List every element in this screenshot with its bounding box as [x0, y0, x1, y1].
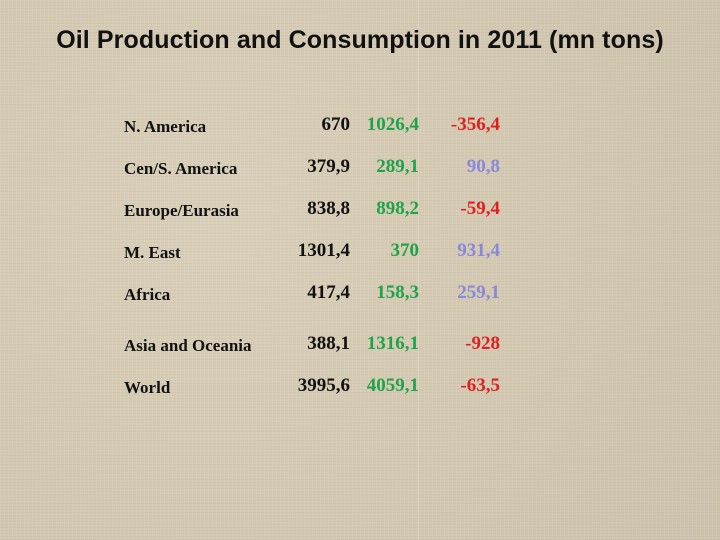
balance-value: 259,1 [457, 282, 500, 303]
data-table: N. America 670 1026,4 -356,4 Cen/S. Amer… [124, 106, 504, 409]
consumption-value: 1026,4 [366, 114, 419, 135]
page-title: Oil Production and Consumption in 2011 (… [56, 26, 664, 54]
production-value: 388,1 [307, 333, 350, 354]
region-name: Europe/Eurasia [124, 201, 239, 220]
table-row: Asia and Oceania 388,1 1316,1 -928 [124, 316, 504, 367]
production-value: 379,9 [307, 156, 350, 177]
region-name: Asia and Oceania [124, 336, 252, 355]
balance-value: -928 [465, 333, 500, 354]
balance-value: -63,5 [460, 375, 500, 396]
consumption-value: 289,1 [376, 156, 419, 177]
consumption-value: 370 [390, 240, 420, 261]
consumption-value: 158,3 [376, 282, 419, 303]
region-name: World [124, 378, 171, 397]
production-value: 670 [321, 114, 351, 135]
production-value: 838,8 [307, 198, 350, 219]
balance-value: -59,4 [460, 198, 500, 219]
region-name: M. East [124, 243, 181, 262]
table-row: Cen/S. America 379,9 289,1 90,8 [124, 148, 504, 190]
background-fold [418, 0, 420, 540]
production-value: 417,4 [307, 282, 350, 303]
table-row: World 3995,6 4059,1 -63,5 [124, 367, 504, 409]
balance-value: 931,4 [457, 240, 500, 261]
table-row: Africa 417,4 158,3 259,1 [124, 274, 504, 316]
region-name: Cen/S. America [124, 159, 238, 178]
table-row: M. East 1301,4 370 931,4 [124, 232, 504, 274]
consumption-value: 898,2 [376, 198, 419, 219]
region-name: Africa [124, 285, 171, 304]
consumption-value: 4059,1 [366, 375, 419, 396]
consumption-value: 1316,1 [366, 333, 419, 354]
balance-value: 90,8 [466, 156, 500, 177]
table-row: Europe/Eurasia 838,8 898,2 -59,4 [124, 190, 504, 232]
production-value: 3995,6 [297, 375, 350, 396]
table-row: N. America 670 1026,4 -356,4 [124, 106, 504, 148]
balance-value: -356,4 [450, 114, 500, 135]
production-value: 1301,4 [297, 240, 350, 261]
region-name: N. America [124, 117, 207, 136]
